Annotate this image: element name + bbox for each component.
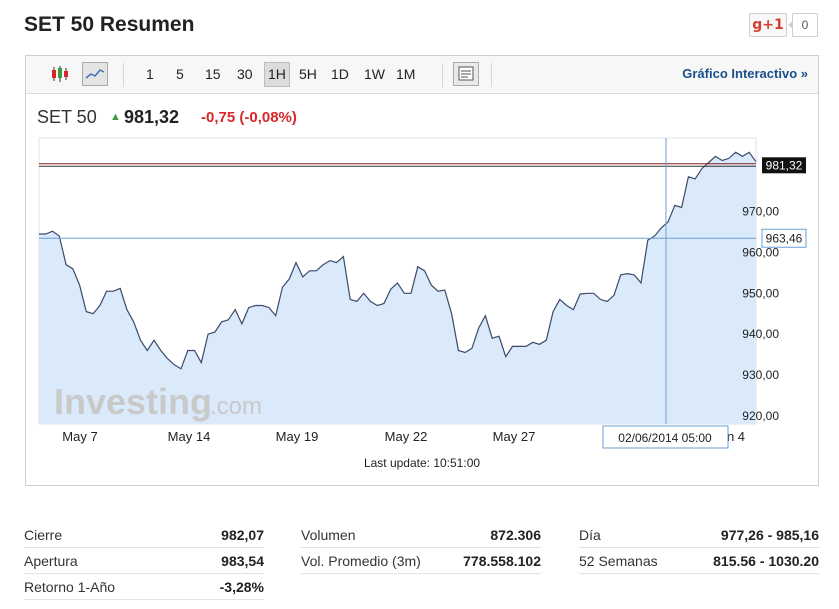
y-tick-label: 940,00 xyxy=(742,327,779,341)
toolbar-separator xyxy=(123,63,124,87)
interactive-chart-link[interactable]: Gráfico Interactivo » xyxy=(682,66,808,81)
stat-label: Cierre xyxy=(24,527,63,543)
stat-label: Volumen xyxy=(301,527,356,543)
stat-row: 52 Semanas 815.56 - 1030.20 xyxy=(579,548,819,574)
stat-value: 872.306 xyxy=(490,527,541,543)
x-tick-label: May 14 xyxy=(168,429,211,444)
quote-price: 981,32 xyxy=(124,107,180,127)
toolbar-separator xyxy=(442,63,443,87)
stat-row: Día 977,26 - 985,16 xyxy=(579,522,819,548)
stat-value: 815.56 - 1030.20 xyxy=(713,553,819,569)
series-line xyxy=(39,151,757,370)
chart-toolbar: 1 5 15 30 1H 5H 1D 1W 1M Gráfico Interactivo » xyxy=(26,56,818,94)
last-update: Last update: 10:51:00 xyxy=(363,456,481,470)
chart-options-icon[interactable] xyxy=(453,62,479,86)
double-chevron-right-icon: » xyxy=(800,66,808,81)
interval-1m-button[interactable]: 1M xyxy=(396,66,416,82)
stat-label: Retorno 1-Año xyxy=(24,579,116,595)
stat-label: Apertura xyxy=(24,553,78,569)
interval-30-button[interactable]: 30 xyxy=(237,66,253,82)
price-chart[interactable]: Investing.com 981,32 920,00 930,00 940,00 950… xyxy=(26,56,818,485)
cursor-date-label: 02/06/2014 05:00 xyxy=(618,431,712,445)
quote-name: SET 50 xyxy=(37,107,97,127)
candlestick-chart-icon[interactable] xyxy=(48,62,74,86)
stat-value: 977,26 - 985,16 xyxy=(720,527,819,543)
x-tick-label: May 27 xyxy=(493,429,536,444)
line-chart-icon[interactable] xyxy=(82,62,108,86)
interval-1d-button[interactable]: 1D xyxy=(331,66,349,82)
google-plus-count: 0 xyxy=(788,13,818,37)
x-tick-label: May 19 xyxy=(276,429,319,444)
x-tick-label: May 22 xyxy=(385,429,428,444)
up-arrow-icon: ▲ xyxy=(110,111,121,123)
cursor-date-tag xyxy=(602,425,729,449)
chart-panel: 1 5 15 30 1H 5H 1D 1W 1M Gráfico Interactivo » S… xyxy=(25,55,819,486)
stat-value: 983,54 xyxy=(221,553,264,569)
y-tick-label: 920,00 xyxy=(742,409,779,423)
watermark-suffix: .com xyxy=(210,393,262,420)
interval-1-button[interactable]: 1 xyxy=(146,66,154,82)
page-title: SET 50 Resumen xyxy=(24,13,195,36)
y-tick-label: 930,00 xyxy=(742,368,779,382)
stat-row: Cierre 982,07 xyxy=(24,522,264,548)
watermark-logo: Investing xyxy=(54,381,212,422)
stat-row: Volumen 872.306 xyxy=(301,522,541,548)
quote-change: -0,75 (-0,08%) xyxy=(201,109,297,126)
interval-15-button[interactable]: 15 xyxy=(205,66,221,82)
x-tick-label: n 4 xyxy=(727,429,745,444)
interval-1h-button[interactable]: 1H xyxy=(264,62,290,87)
interactive-chart-label: Gráfico Interactivo xyxy=(682,66,798,81)
interval-1w-button[interactable]: 1W xyxy=(364,66,385,82)
interval-5h-button[interactable]: 5H xyxy=(299,66,317,82)
google-plus-button[interactable]: g+1 xyxy=(749,13,787,37)
x-tick-label: May 7 xyxy=(62,429,97,444)
stat-label: Vol. Promedio (3m) xyxy=(301,553,421,569)
stat-row: Vol. Promedio (3m) 778.558.102 xyxy=(301,548,541,574)
current-price-label: 981,32 xyxy=(766,158,803,172)
stat-value: 982,07 xyxy=(221,527,264,543)
y-tick-label: 970,00 xyxy=(742,205,779,219)
cursor-price-tag xyxy=(761,228,807,248)
stat-row: Retorno 1-Año -3,28% xyxy=(24,574,264,600)
toolbar-separator xyxy=(491,63,492,87)
current-price-tag xyxy=(762,157,806,174)
stat-label: 52 Semanas xyxy=(579,553,658,569)
y-tick-label: 950,00 xyxy=(742,286,779,300)
interval-5-button[interactable]: 5 xyxy=(176,66,184,82)
cursor-price-label: 963,46 xyxy=(766,231,803,245)
y-tick-label: 960,00 xyxy=(742,245,779,259)
stat-row: Apertura 983,54 xyxy=(24,548,264,574)
stat-value: -3,28% xyxy=(219,579,264,595)
stat-label: Día xyxy=(579,527,601,543)
stat-value: 778.558.102 xyxy=(463,553,541,569)
series-area xyxy=(39,152,756,425)
